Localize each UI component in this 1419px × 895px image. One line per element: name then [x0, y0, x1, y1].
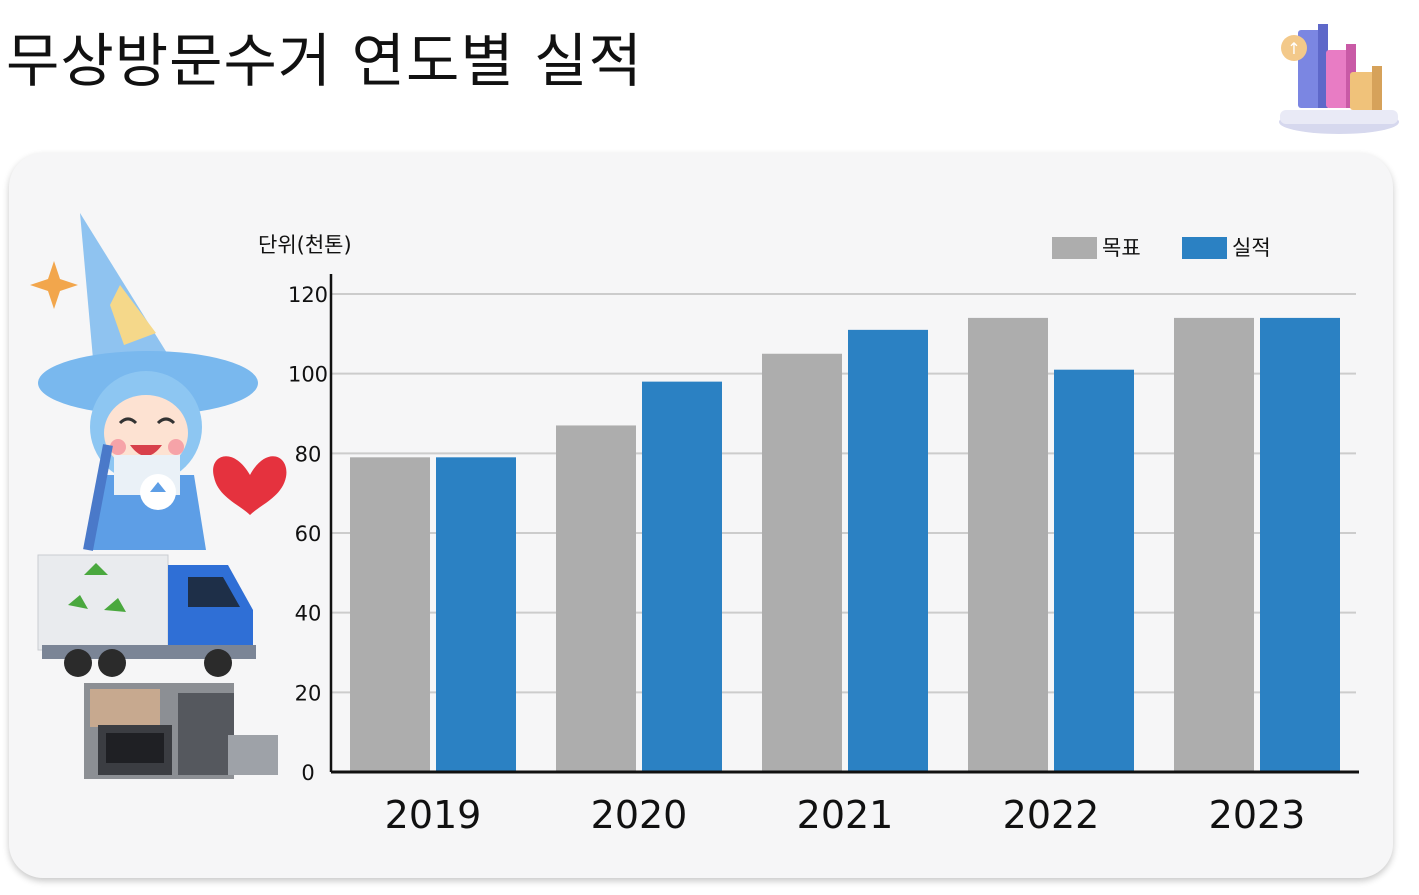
x-category-label: 2021: [797, 793, 894, 837]
page-title: 무상방문수거 연도별 실적: [6, 27, 643, 95]
bar-target-2019: [350, 457, 430, 772]
y-tick-label: 60: [295, 522, 322, 546]
legend-label-target: 목표: [1102, 236, 1141, 260]
legend-swatch-target: [1052, 237, 1097, 259]
x-category-label: 2023: [1209, 793, 1306, 837]
bar-actual-2021: [848, 329, 928, 772]
svg-text:↑: ↑: [1287, 39, 1300, 58]
legend-label-actual: 실적: [1232, 236, 1271, 260]
x-category-label: 2019: [385, 793, 482, 837]
bar-actual-2022: [1054, 369, 1134, 772]
y-tick-label: 100: [288, 363, 328, 387]
bar-target-2020: [556, 425, 636, 772]
x-category-label: 2020: [591, 793, 688, 837]
y-tick-label: 20: [295, 681, 322, 705]
y-tick-label: 0: [301, 761, 314, 785]
wizard-mascot-icon: [30, 213, 287, 779]
axes: [329, 274, 1359, 774]
y-tick-label: 80: [295, 442, 322, 466]
bar-target-2021: [762, 353, 842, 772]
y-tick-label: 120: [288, 283, 328, 307]
y-tick-label: 40: [295, 602, 322, 626]
legend-swatch-actual: [1182, 237, 1227, 259]
bar-actual-2023: [1260, 317, 1340, 772]
bar-actual-2020: [642, 381, 722, 772]
x-category-label: 2022: [1003, 793, 1100, 837]
bar-chart-3d-icon: ↑: [1279, 24, 1399, 134]
legend: 목표 실적: [1052, 236, 1271, 260]
y-tick-labels: 0 20 40 60 80 100 120: [288, 283, 328, 785]
bar-actual-2019: [436, 457, 516, 772]
bar-target-2023: [1174, 317, 1254, 772]
y-unit-label: 단위(천톤): [258, 233, 352, 257]
bar-target-2022: [968, 317, 1048, 772]
bars: [350, 317, 1340, 772]
x-category-labels: 2019 2020 2021 2022 2023: [385, 793, 1306, 837]
